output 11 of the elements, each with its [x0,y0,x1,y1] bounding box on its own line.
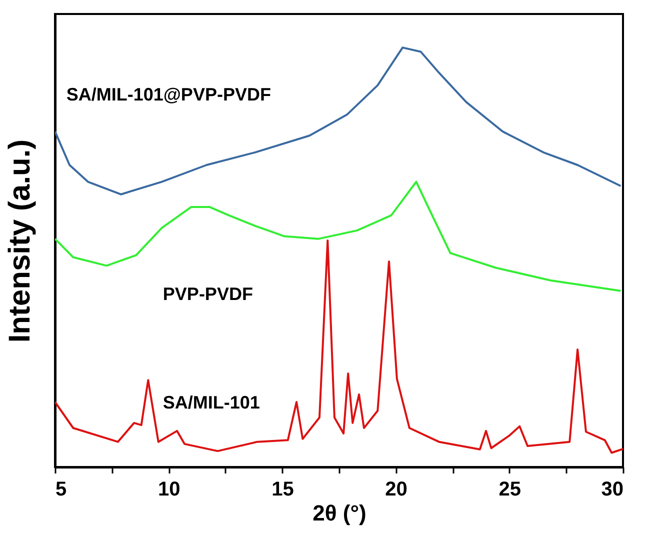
y-axis-title: Intensity (a.u.) [4,139,36,343]
x-axis-title: 2θ (°) [312,500,366,526]
x-tick-label: 15 [272,478,294,500]
x-tick-label: 10 [158,478,180,500]
series-label: SA/MIL-101@PVP-PVDF [66,84,271,105]
series-label: SA/MIL-101 [162,392,260,413]
x-tick-label: 5 [56,478,67,500]
x-tick-label: 20 [385,478,408,500]
text: PVP-PVDF [162,284,253,304]
x-tick-label: 25 [498,478,522,500]
x-tick-label: 30 [601,478,624,500]
